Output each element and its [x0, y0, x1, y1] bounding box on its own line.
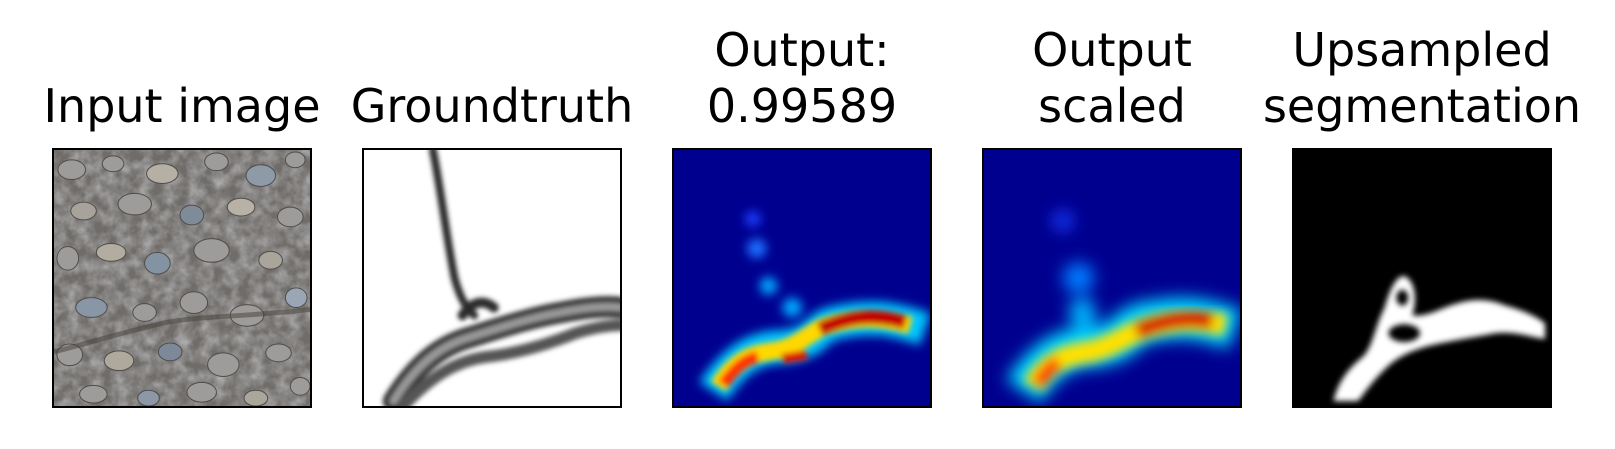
panel-title-output: Output: 0.99589	[706, 23, 898, 133]
panel-groundtruth: Groundtruth	[351, 0, 633, 449]
panel-title-groundtruth: Groundtruth	[350, 79, 634, 133]
panel-title-output-scaled: Output scaled	[1032, 23, 1192, 133]
groundtruth-mask	[362, 148, 622, 408]
panel-title-segmentation: Upsampled segmentation	[1262, 23, 1582, 133]
segmentation-mask	[1292, 148, 1552, 408]
output-scaled-heatmap	[982, 148, 1242, 408]
panel-upsampled-segmentation: Upsampled segmentation	[1263, 0, 1581, 449]
panel-title-input: Input image	[43, 79, 321, 133]
output-heatmap	[672, 148, 932, 408]
input-image	[52, 148, 312, 408]
panel-input-image: Input image	[43, 0, 321, 449]
panel-output-scaled: Output scaled	[982, 0, 1242, 449]
panel-output: Output: 0.99589	[672, 0, 932, 449]
